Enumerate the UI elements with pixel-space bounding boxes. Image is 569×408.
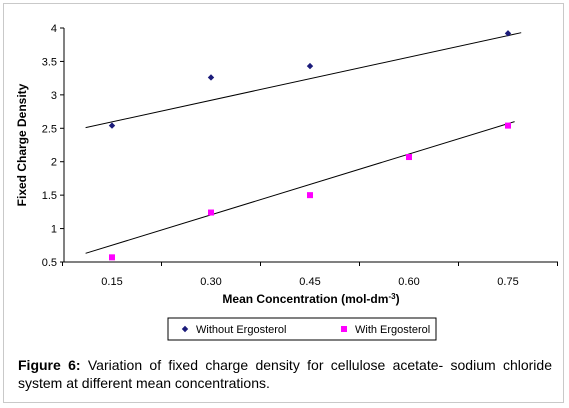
square-point — [406, 154, 412, 161]
figure-caption: Figure 6: Variation of fixed charge dens… — [18, 356, 552, 392]
legend-marker — [341, 326, 347, 332]
legend: Without Ergosterol With Ergosterol — [167, 317, 437, 341]
diamond-point — [504, 30, 512, 37]
y-tick-label: 0.5 — [42, 257, 57, 269]
legend-label: Without Ergosterol — [196, 324, 286, 336]
caption-text: Variation of fixed charge density for ce… — [18, 357, 552, 391]
scatter-chart: 4 3.5 3 2.5 2 1.5 1 0.5 0.15 0.30 0.45 0.60 0.75 Mean… — [15, 23, 558, 341]
x-tick-label: 0.75 — [497, 276, 518, 288]
trendline-2 — [85, 121, 515, 254]
diamond-point — [207, 74, 215, 81]
caption-label: Figure 6: — [18, 357, 81, 373]
legend-box — [167, 317, 437, 341]
x-tick-label: 0.30 — [200, 276, 221, 288]
square-point — [307, 192, 313, 199]
y-tick-label: 2.5 — [42, 123, 57, 135]
y-tick-label: 1.5 — [42, 190, 57, 202]
axis-labels: 4 3.5 3 2.5 2 1.5 1 0.5 0.15 0.30 0.45 0.60 0.75 Mean… — [15, 23, 519, 306]
y-tick-label: 3.5 — [42, 56, 57, 68]
square-point — [505, 122, 511, 129]
y-tick-label: 2 — [51, 157, 57, 169]
legend-marker — [181, 325, 189, 333]
x-tick-label: 0.15 — [101, 276, 122, 288]
legend-label: With Ergosterol — [355, 324, 430, 336]
data-points — [108, 30, 512, 261]
square-point — [208, 209, 214, 216]
x-axis-title: Mean Concentration (mol-dm-3) — [222, 292, 399, 307]
y-tick-label: 3 — [51, 90, 57, 102]
diamond-point — [108, 122, 116, 129]
axes — [60, 27, 558, 266]
trendlines — [85, 32, 522, 254]
trendline-1 — [85, 32, 522, 129]
x-tick-label: 0.45 — [299, 276, 320, 288]
square-point — [109, 254, 115, 261]
y-tick-label: 4 — [51, 23, 57, 35]
y-tick-label: 1 — [51, 224, 57, 236]
y-axis-title: Fixed Charge Density — [15, 83, 29, 206]
diamond-point — [306, 62, 314, 70]
x-tick-label: 0.60 — [398, 276, 419, 288]
